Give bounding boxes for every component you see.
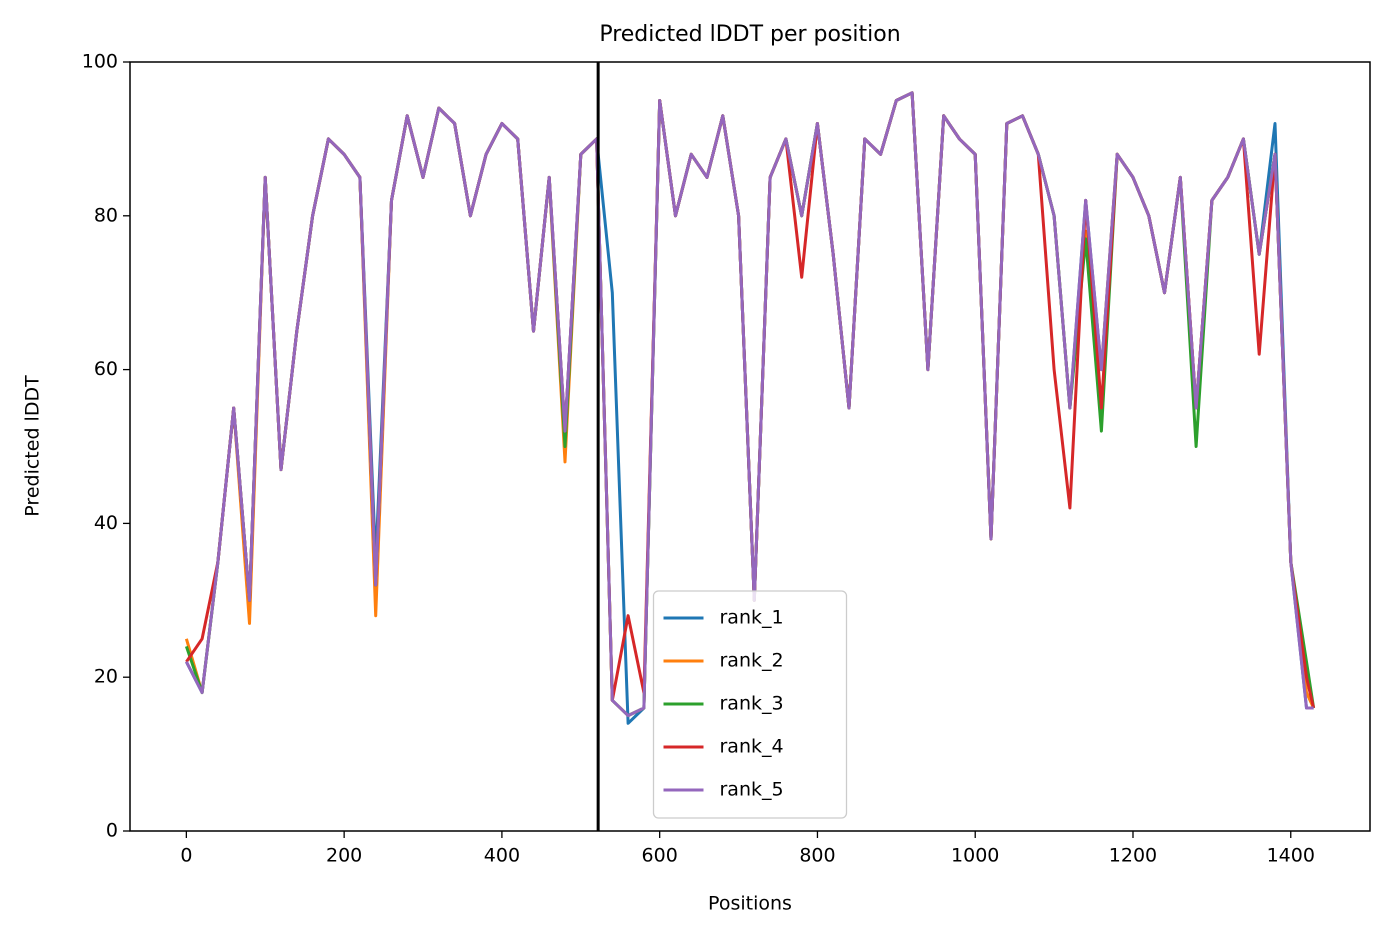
legend-label: rank_3 — [720, 693, 784, 715]
legend-label: rank_4 — [720, 736, 784, 758]
x-tick-label: 1200 — [1109, 845, 1157, 867]
x-tick-label: 600 — [642, 845, 678, 867]
y-tick-label: 0 — [106, 820, 118, 842]
x-tick-label: 200 — [326, 845, 362, 867]
plot-frame — [129, 61, 1371, 832]
legend-label: rank_1 — [720, 607, 784, 629]
x-axis-label: Positions — [708, 893, 792, 915]
y-axis-label: Predicted lDDT — [22, 375, 44, 517]
y-tick-label: 60 — [94, 358, 118, 380]
y-tick-label: 100 — [82, 51, 118, 73]
legend-label: rank_5 — [720, 779, 784, 801]
legend-box — [652, 590, 848, 819]
x-tick-label: 1400 — [1267, 845, 1315, 867]
x-tick-label: 400 — [484, 845, 520, 867]
y-tick-label: 40 — [94, 512, 118, 534]
x-tick-label: 800 — [799, 845, 835, 867]
y-tick-label: 80 — [94, 204, 118, 226]
y-tick-label: 20 — [94, 666, 118, 688]
legend-label: rank_2 — [720, 650, 784, 672]
x-tick-label: 0 — [180, 845, 192, 867]
x-tick-label: 1000 — [951, 845, 999, 867]
chart-title: Predicted lDDT per position — [599, 22, 900, 47]
